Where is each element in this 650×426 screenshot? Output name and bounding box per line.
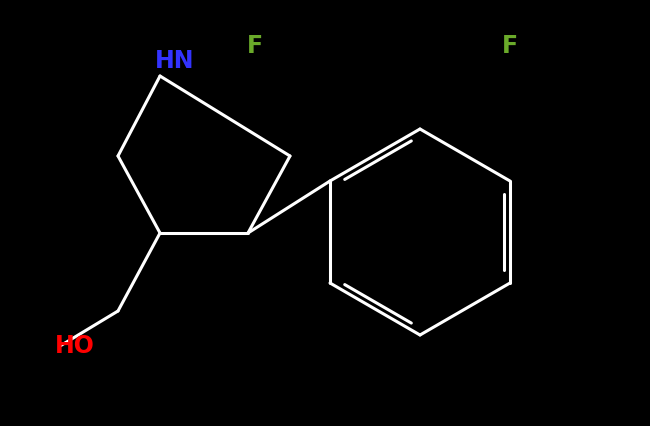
Text: F: F <box>247 34 263 58</box>
Text: HN: HN <box>155 49 194 73</box>
Text: F: F <box>502 34 518 58</box>
Text: HO: HO <box>55 334 95 358</box>
